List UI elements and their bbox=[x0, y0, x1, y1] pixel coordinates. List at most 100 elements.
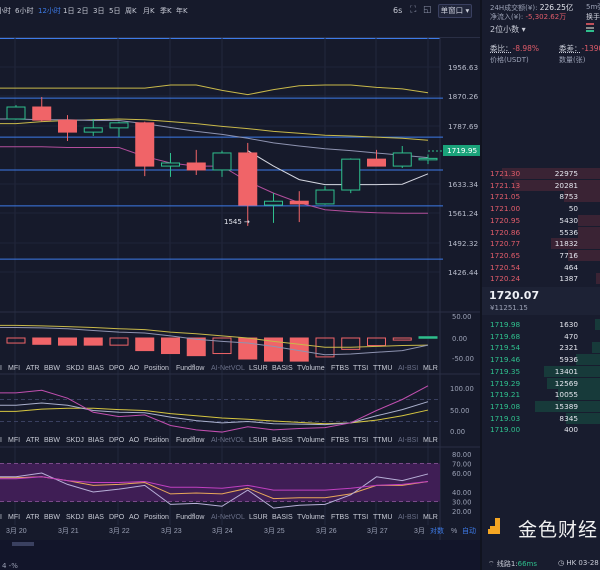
ask-row[interactable]: 1720.86 5536 bbox=[482, 226, 600, 239]
indicator-tab-ai-netvol[interactable]: AI-NetVOL bbox=[211, 365, 245, 372]
indicator-tab-dpo[interactable]: DPO bbox=[109, 514, 125, 521]
timeframe-2[interactable]: 12小时 bbox=[38, 7, 61, 15]
bid-row[interactable]: 1719.98 1630 bbox=[482, 319, 600, 331]
percent-toggle[interactable]: % bbox=[451, 528, 457, 535]
candle-body[interactable] bbox=[83, 127, 103, 133]
indicator-tab-lsur[interactable]: LSUR bbox=[249, 365, 268, 372]
indicator-tab-ai-bsi[interactable]: AI-BSI bbox=[398, 365, 418, 372]
timeframe-5[interactable]: 3日 bbox=[93, 7, 105, 15]
window-mode-dropdown[interactable]: 单窗口 ▾ bbox=[438, 4, 472, 18]
candle-body[interactable] bbox=[264, 200, 283, 206]
indicator-tab-mlr[interactable]: MLR bbox=[423, 514, 438, 521]
ask-row[interactable]: 1720.95 5430 bbox=[482, 214, 600, 227]
indicator-tab-bias[interactable]: BIAS bbox=[88, 365, 104, 372]
refresh-interval[interactable]: 6s bbox=[393, 6, 403, 15]
candle-body[interactable] bbox=[392, 152, 412, 167]
indicator-tab-basis[interactable]: BASIS bbox=[272, 514, 293, 521]
timeframe-8[interactable]: 月K bbox=[143, 7, 155, 15]
candle-body[interactable] bbox=[186, 162, 206, 171]
indicator-tab-i[interactable]: I bbox=[0, 365, 2, 372]
timeframe-4[interactable]: 2日 bbox=[77, 7, 89, 15]
indicator-tab-dpo[interactable]: DPO bbox=[109, 365, 125, 372]
timeframe-10[interactable]: 年K bbox=[176, 7, 188, 15]
candle-body[interactable] bbox=[418, 157, 438, 161]
indicator-tab-ai-netvol[interactable]: AI-NetVOL bbox=[211, 514, 245, 521]
ask-row[interactable]: 1721.13 20281 bbox=[482, 179, 600, 192]
indicator-tab-ttmu[interactable]: TTMU bbox=[373, 514, 392, 521]
candle-body[interactable] bbox=[135, 122, 155, 167]
indicator-tab-atr[interactable]: ATR bbox=[26, 514, 39, 521]
indicator-tab-fundflow[interactable]: Fundflow bbox=[176, 365, 205, 372]
indicator-tab-ttsi[interactable]: TTSI bbox=[353, 365, 368, 372]
indicator-tab-ftbs[interactable]: FTBS bbox=[331, 514, 349, 521]
chart-canvas[interactable]: 1956.63 1870.26 1787.69 1633.34 1561.24 1492.… bbox=[0, 0, 480, 540]
timeframe-7[interactable]: 周K bbox=[125, 7, 137, 15]
indicator-tab-bbw[interactable]: BBW bbox=[44, 365, 60, 372]
ask-row[interactable]: 1720.65 7716 bbox=[482, 249, 600, 262]
candle-body[interactable] bbox=[315, 189, 335, 205]
indicator-tab-ftbs[interactable]: FTBS bbox=[331, 365, 349, 372]
indicator-tab-mlr[interactable]: MLR bbox=[423, 365, 438, 372]
indicator-tab-tvolume[interactable]: TVolume bbox=[297, 365, 325, 372]
indicator-tab-lsur[interactable]: LSUR bbox=[249, 514, 268, 521]
ask-row[interactable]: 1721.00 50 bbox=[482, 203, 600, 215]
candle-body[interactable] bbox=[367, 158, 386, 167]
indicator-tab-skdj[interactable]: SKDJ bbox=[66, 365, 84, 372]
ask-row[interactable]: 1720.54 464 bbox=[482, 261, 600, 274]
indicator-tab-skdj[interactable]: SKDJ bbox=[66, 514, 84, 521]
indicator-tab-ao[interactable]: AO bbox=[129, 437, 140, 444]
bid-row[interactable]: 1719.46 5936 bbox=[482, 354, 600, 366]
indicator-tab-lsur[interactable]: LSUR bbox=[249, 437, 268, 444]
ask-row[interactable]: 1721.05 8753 bbox=[482, 191, 600, 203]
indicator-tab-position[interactable]: Position bbox=[144, 514, 169, 521]
indicator-tab-bbw[interactable]: BBW bbox=[44, 514, 60, 521]
candle-body[interactable] bbox=[238, 152, 258, 206]
auto-scale-toggle[interactable]: 自动 bbox=[462, 526, 476, 535]
indicator-tab-ttsi[interactable]: TTSI bbox=[353, 514, 368, 521]
indicator-tab-skdj[interactable]: SKDJ bbox=[66, 437, 84, 444]
indicator-tab-tvolume[interactable]: TVolume bbox=[297, 514, 325, 521]
indicator-tab-atr[interactable]: ATR bbox=[26, 365, 39, 372]
indicator-tab-ttsi[interactable]: TTSI bbox=[353, 437, 368, 444]
ask-row[interactable]: 1720.24 1387 bbox=[482, 273, 600, 285]
indicator-tab-tvolume[interactable]: TVolume bbox=[297, 437, 325, 444]
indicator-tab-basis[interactable]: BASIS bbox=[272, 437, 293, 444]
indicator-tab-mfi[interactable]: MFI bbox=[8, 514, 20, 521]
timeframe-6[interactable]: 5日 bbox=[109, 7, 121, 15]
indicator-tab-dpo[interactable]: DPO bbox=[109, 437, 125, 444]
indicator-tab-ttmu[interactable]: TTMU bbox=[373, 365, 392, 372]
window-icon[interactable]: ◱ bbox=[423, 5, 432, 15]
candle-body[interactable] bbox=[161, 162, 180, 167]
candle-body[interactable] bbox=[32, 106, 52, 121]
candle-body[interactable] bbox=[109, 122, 129, 129]
indicator-tab-ai-bsi[interactable]: AI-BSI bbox=[398, 514, 418, 521]
candle-body[interactable] bbox=[6, 106, 26, 120]
indicator-tab-ai-netvol[interactable]: AI-NetVOL bbox=[211, 437, 245, 444]
indicator-tab-ttmu[interactable]: TTMU bbox=[373, 437, 392, 444]
candle-body[interactable] bbox=[58, 119, 77, 133]
bid-row[interactable]: 1719.29 12569 bbox=[482, 377, 600, 390]
indicator-tab-ftbs[interactable]: FTBS bbox=[331, 437, 349, 444]
candle-body[interactable] bbox=[212, 152, 232, 171]
indicator-tab-fundflow[interactable]: Fundflow bbox=[176, 514, 205, 521]
indicator-tab-ao[interactable]: AO bbox=[129, 365, 140, 372]
indicator-tab-position[interactable]: Position bbox=[144, 365, 169, 372]
indicator-tab-bbw[interactable]: BBW bbox=[44, 437, 60, 444]
indicator-tab-mfi[interactable]: MFI bbox=[8, 365, 20, 372]
bid-row[interactable]: 1719.35 13401 bbox=[482, 365, 600, 378]
ask-row[interactable]: 1720.77 11832 bbox=[482, 238, 600, 250]
indicator-tab-bias[interactable]: BIAS bbox=[88, 437, 104, 444]
scroll-handle[interactable] bbox=[12, 542, 34, 546]
indicator-tab-mlr[interactable]: MLR bbox=[423, 437, 438, 444]
bid-row[interactable]: 1719.68 470 bbox=[482, 330, 600, 343]
log-scale-toggle[interactable]: 对数 bbox=[430, 526, 444, 535]
indicator-tab-ai-bsi[interactable]: AI-BSI bbox=[398, 437, 418, 444]
layout-toggle-icon[interactable] bbox=[586, 23, 594, 32]
indicator-tab-atr[interactable]: ATR bbox=[26, 437, 39, 444]
indicator-tab-mfi[interactable]: MFI bbox=[8, 437, 20, 444]
bid-row[interactable]: 1719.03 8345 bbox=[482, 412, 600, 425]
candle-body[interactable] bbox=[289, 200, 309, 205]
timeframe-9[interactable]: 季K bbox=[160, 7, 172, 15]
bid-row[interactable]: 1719.54 2321 bbox=[482, 342, 600, 354]
bid-row[interactable]: 1719.21 10055 bbox=[482, 389, 600, 401]
